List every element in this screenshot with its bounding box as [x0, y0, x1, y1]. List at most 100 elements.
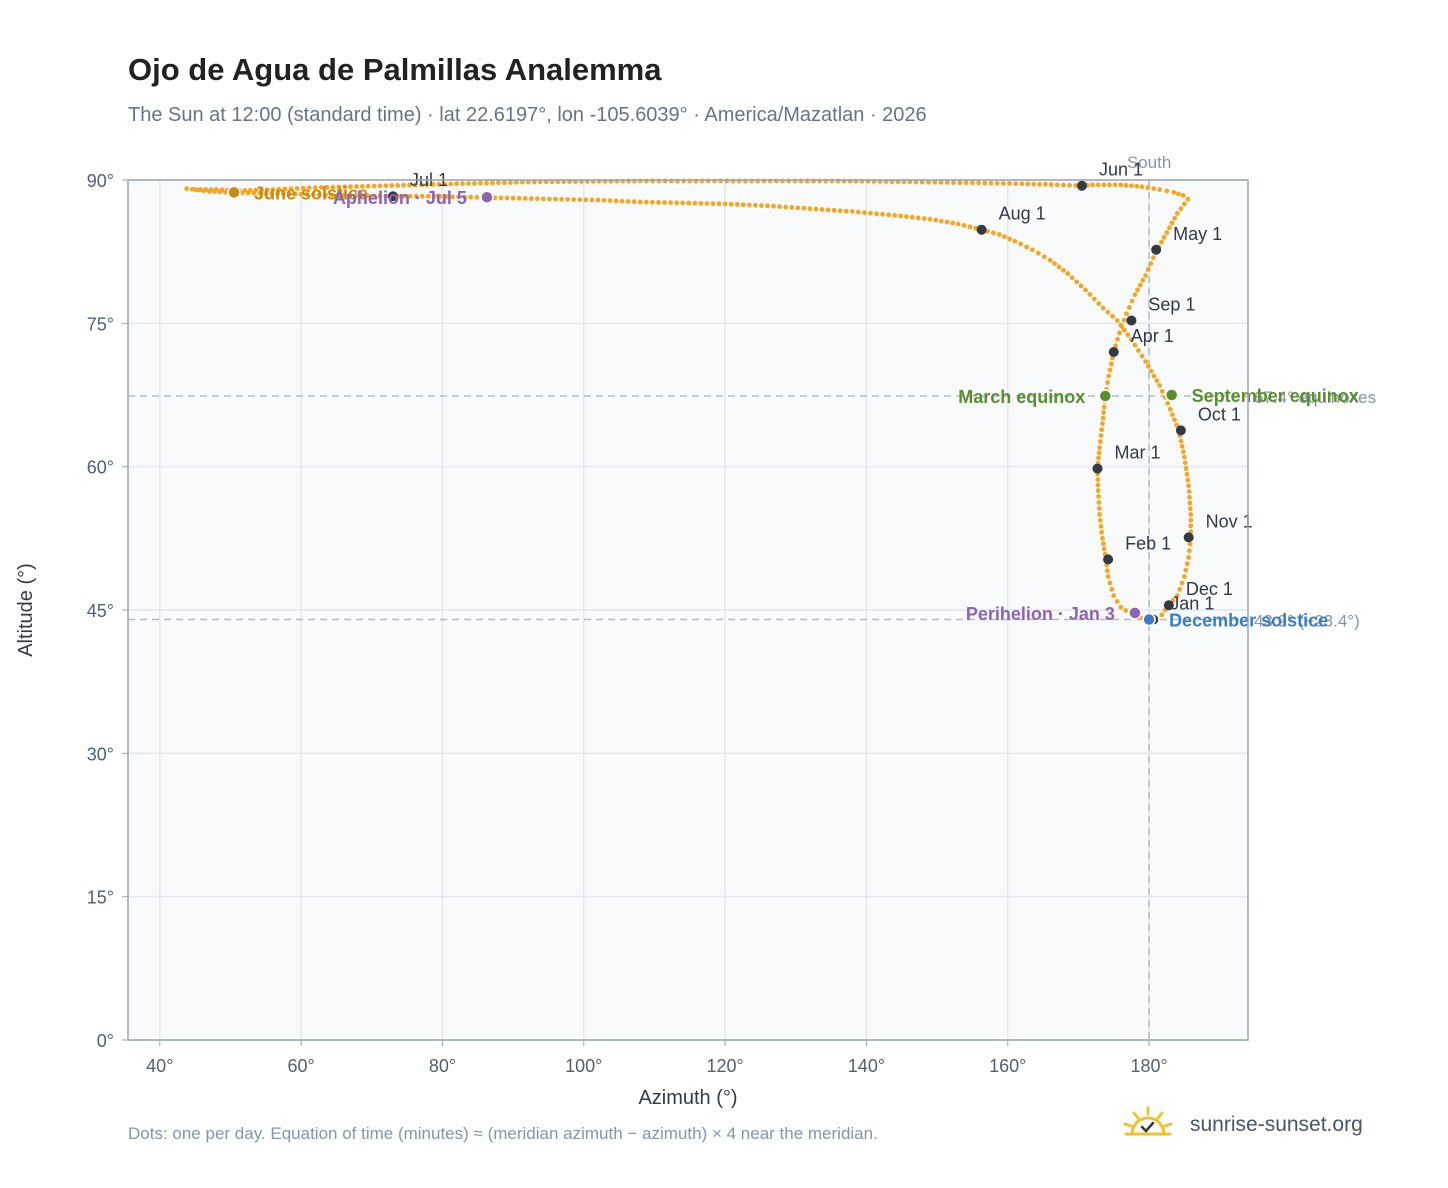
day-dot: [201, 188, 207, 194]
day-dot: [589, 197, 595, 203]
day-dot: [1183, 567, 1189, 573]
day-dot: [595, 197, 601, 203]
day-dot: [1135, 287, 1140, 293]
day-dot: [1139, 184, 1145, 190]
day-dot: [304, 192, 310, 197]
day-dot: [1113, 343, 1119, 349]
day-dot: [904, 214, 909, 220]
day-dot: [1182, 454, 1187, 460]
day-dot: [359, 193, 365, 199]
day-dot: [413, 193, 419, 199]
day-dot: [513, 179, 519, 185]
day-dot: [1143, 273, 1148, 278]
day-dot: [868, 210, 873, 216]
day-dot: [286, 191, 292, 197]
day-dot: [1087, 292, 1093, 297]
day-dot: [957, 180, 963, 186]
day-dot: [1060, 267, 1066, 273]
day-dot: [1172, 417, 1177, 423]
day-dot: [898, 213, 903, 219]
day-dot: [336, 184, 342, 190]
event-dot: [1164, 388, 1179, 402]
day-dot: [1054, 182, 1060, 188]
axes: 40° 60° 80° 100° 120° 140° 160° 180° 0° 15° 30° 45°…: [15, 171, 1168, 1109]
day-dot: [1030, 247, 1035, 253]
day-dot: [837, 208, 843, 214]
day-dot: [698, 200, 704, 206]
day-dot: [1126, 305, 1132, 310]
month-label: Oct 1: [1198, 404, 1241, 424]
day-dot: [275, 191, 280, 197]
day-dot: [1167, 406, 1173, 412]
day-dot: [855, 209, 861, 215]
day-dot: [438, 194, 443, 199]
day-dot: [1157, 383, 1163, 388]
day-dot: [1109, 586, 1115, 592]
day-dot: [189, 186, 195, 192]
day-dot: [1115, 336, 1120, 342]
day-dot: [365, 193, 371, 199]
day-dot: [938, 218, 944, 224]
day-dot: [1118, 182, 1124, 188]
day-dot: [1121, 327, 1127, 333]
day-dot: [752, 202, 758, 208]
day-dot: [1118, 322, 1124, 328]
month-dot: [1076, 180, 1087, 191]
event-dot: [1128, 606, 1142, 620]
day-dot: [389, 183, 395, 188]
day-dot: [874, 211, 879, 217]
day-dot: [1178, 206, 1184, 212]
day-dot: [994, 180, 1000, 186]
day-dot: [1116, 330, 1122, 336]
day-dot: [710, 201, 716, 207]
brand[interactable]: sunrise-sunset.org: [1120, 1104, 1400, 1148]
day-dot: [263, 190, 269, 196]
day-dot: [1047, 257, 1053, 263]
day-dot: [886, 212, 892, 218]
day-dot: [1180, 449, 1186, 455]
day-dot: [1096, 301, 1102, 306]
day-dot: [431, 193, 437, 199]
day-dot: [450, 194, 455, 200]
day-dot: [680, 200, 686, 206]
day-dot: [988, 180, 994, 186]
day-dot: [967, 224, 973, 230]
day-dot: [1112, 182, 1118, 188]
x-tick-label: 100°: [565, 1056, 602, 1076]
day-dot: [522, 196, 528, 201]
day-dot: [412, 182, 418, 188]
day-dot: [1159, 239, 1164, 245]
day-dot: [282, 186, 288, 192]
day-dot: [1111, 593, 1117, 599]
day-dot: [1097, 445, 1103, 450]
day-dot: [1096, 506, 1102, 511]
day-dot: [419, 193, 425, 199]
day-dot: [306, 185, 312, 191]
day-dot: [1151, 186, 1157, 192]
day-dot: [1186, 483, 1192, 489]
day-dot: [944, 219, 950, 225]
day-dot: [1067, 182, 1072, 188]
day-dot: [1182, 201, 1187, 207]
day-dot: [1136, 348, 1141, 353]
day-dot: [849, 209, 855, 214]
day-dot: [312, 185, 318, 191]
day-dot: [892, 212, 898, 218]
day-dot: [583, 197, 589, 203]
day-dot: [324, 184, 330, 190]
day-dot: [807, 206, 813, 212]
day-dot: [534, 196, 540, 202]
day-dot: [1098, 433, 1104, 439]
day-dot: [264, 187, 270, 193]
day-dot: [819, 207, 825, 212]
day-dot: [1100, 305, 1106, 311]
day-dot: [692, 200, 698, 206]
day-dot: [1097, 439, 1103, 444]
day-dot: [1095, 182, 1101, 188]
day-dot: [460, 181, 465, 187]
day-dot: [251, 190, 257, 196]
day-dot: [571, 197, 577, 202]
day-dot: [1096, 494, 1101, 499]
day-dot: [395, 183, 401, 188]
